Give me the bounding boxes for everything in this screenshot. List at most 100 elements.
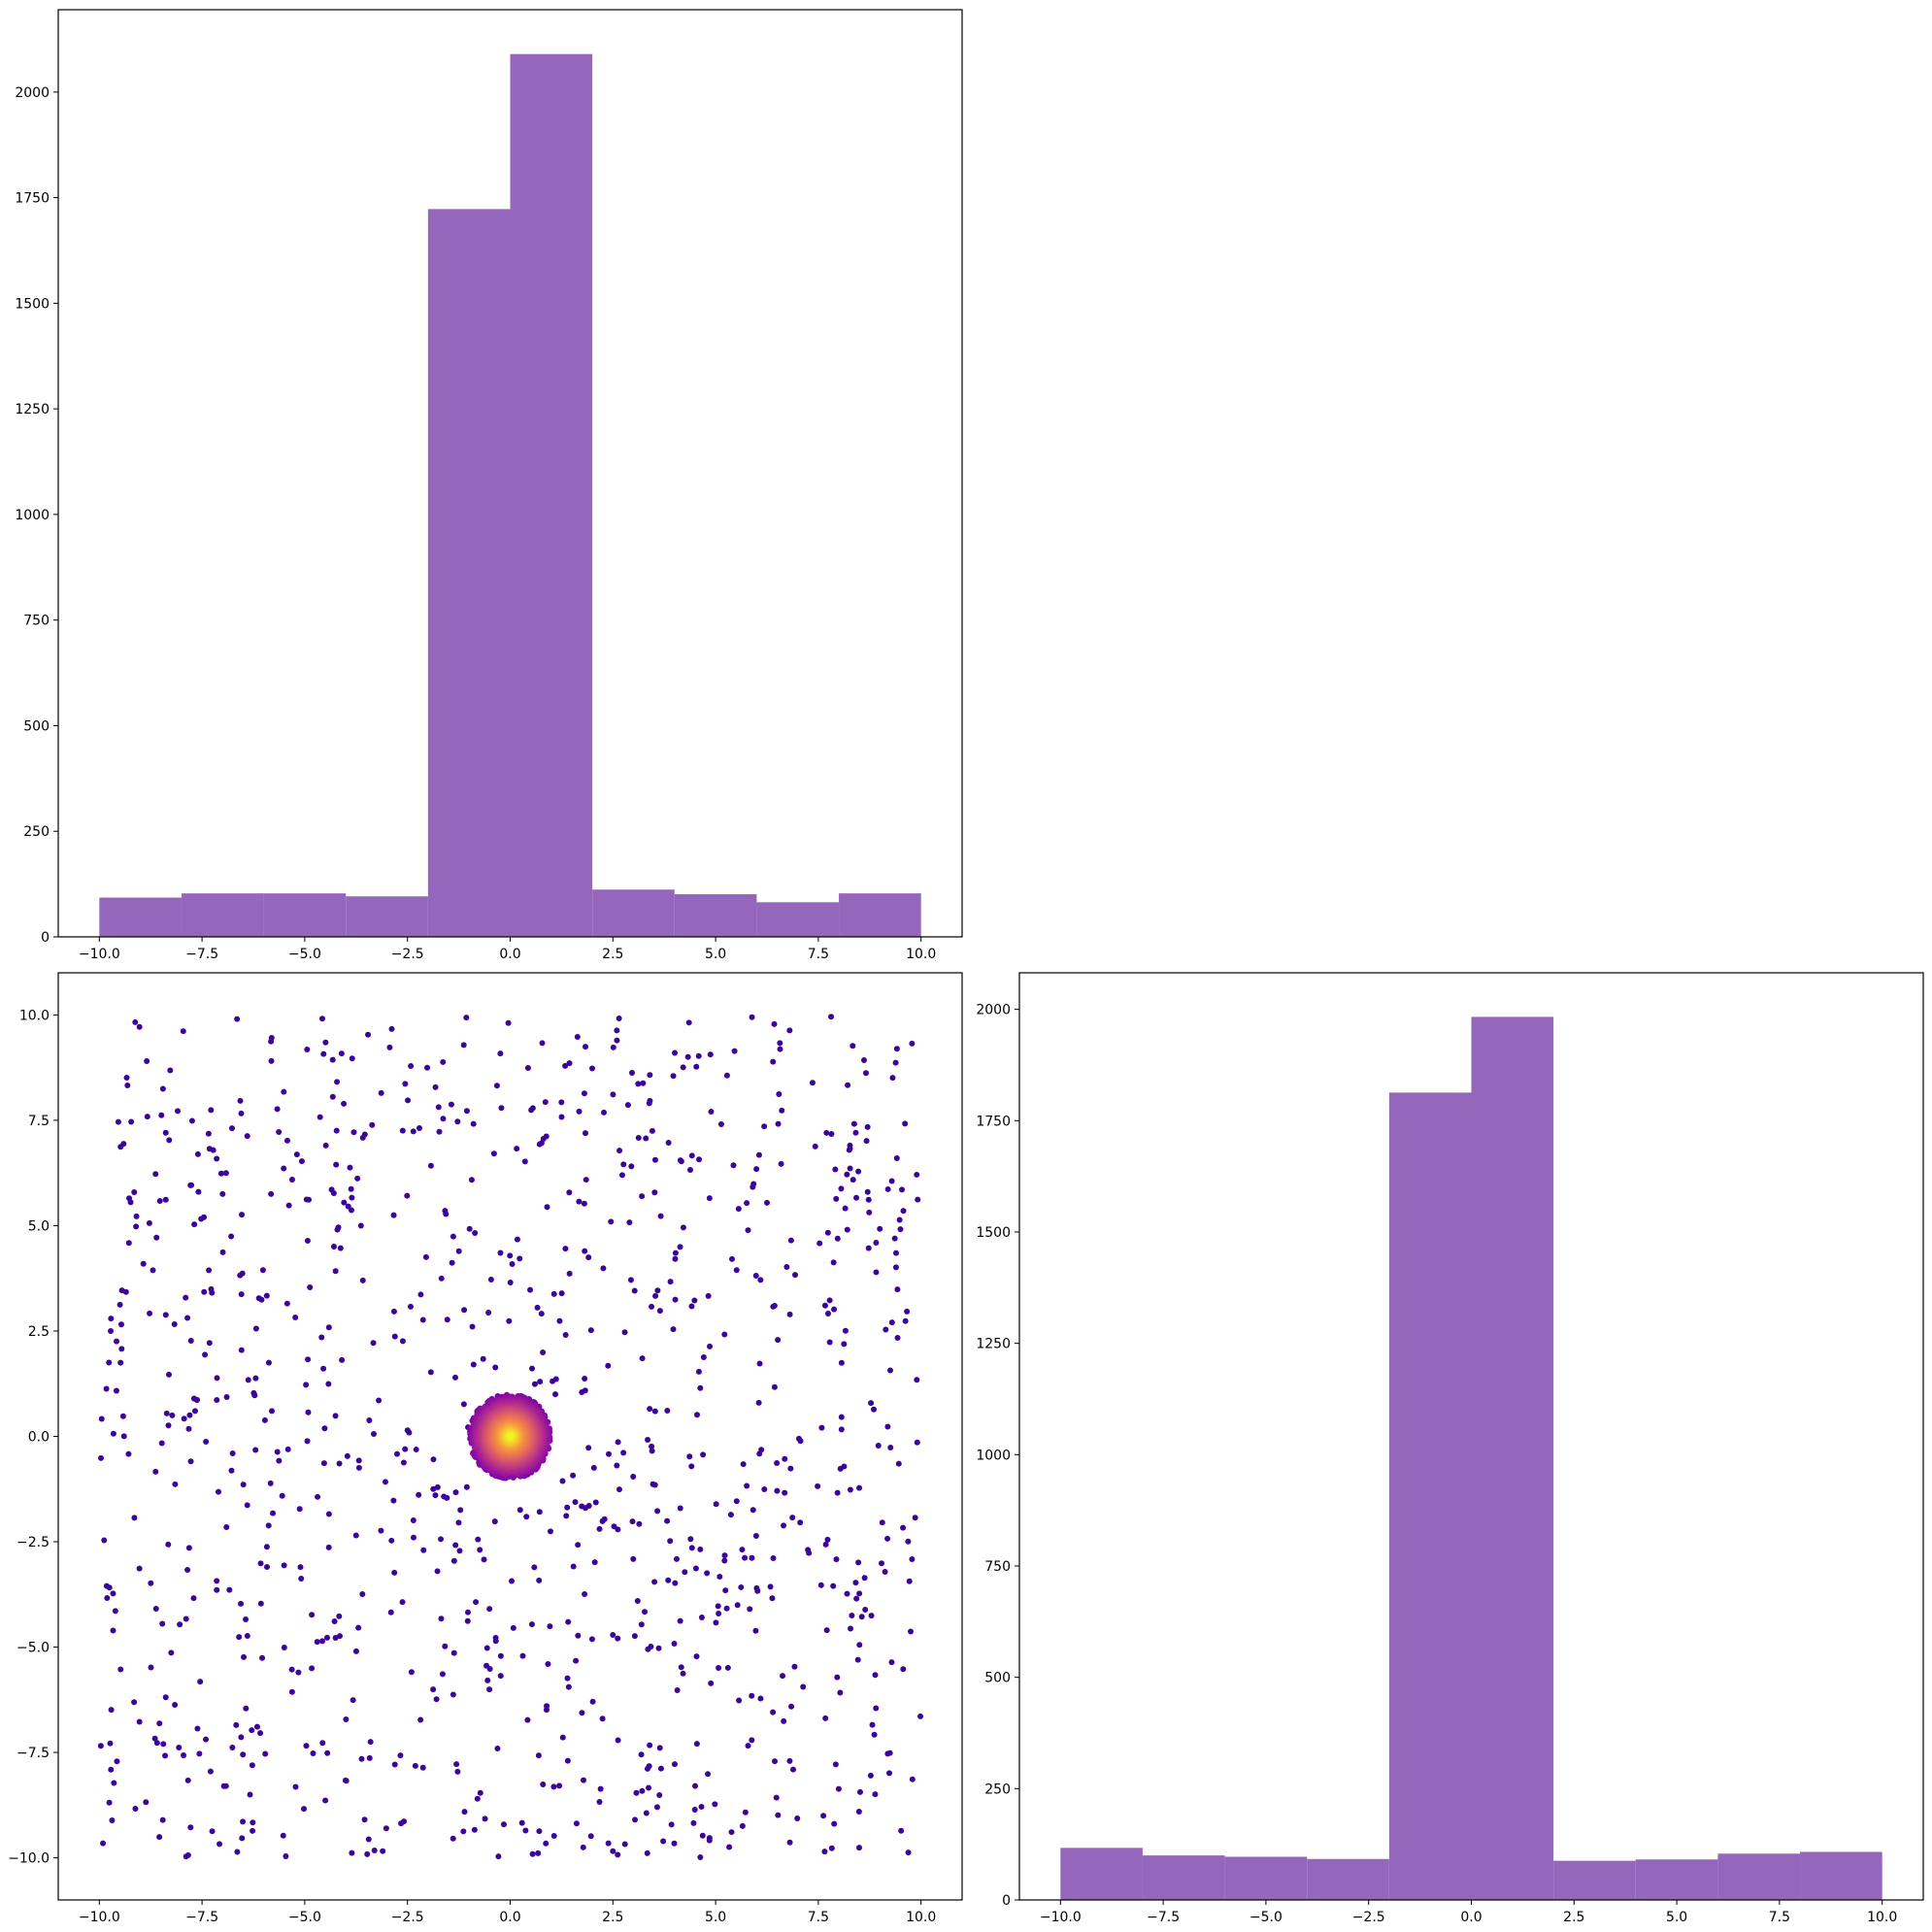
scatter-point <box>812 1143 818 1149</box>
scatter-point <box>902 1120 909 1127</box>
scatter-point <box>485 1309 492 1316</box>
scatter-point <box>162 1752 169 1759</box>
scatter-point <box>165 1371 172 1378</box>
scatter-point <box>390 1212 397 1218</box>
scatter-point <box>98 1454 105 1461</box>
top-hist-bar <box>592 889 675 937</box>
scatter-point <box>820 1813 827 1819</box>
scatter-point <box>320 1365 327 1372</box>
scatter-point <box>833 1195 840 1202</box>
scatter-point <box>767 1583 774 1590</box>
scatter-point <box>529 1105 536 1112</box>
scatter-point <box>691 1806 698 1813</box>
scatter-point <box>450 1233 456 1240</box>
scatter-point <box>339 1356 346 1363</box>
scatter-point <box>856 1484 863 1491</box>
scatter-point <box>674 1686 681 1693</box>
scatter-point <box>281 1165 287 1172</box>
scatter-point <box>550 1378 556 1384</box>
scatter-point <box>274 1106 281 1113</box>
scatter-point <box>163 1410 170 1416</box>
scatter-point <box>197 1679 204 1685</box>
scatter-point <box>217 1841 223 1848</box>
scatter-point <box>448 1101 454 1108</box>
scatter-point <box>106 1359 113 1366</box>
scatter-point <box>298 1576 305 1582</box>
scatter-point <box>600 1265 607 1272</box>
scatter-point <box>644 1765 650 1772</box>
scatter-point <box>745 1743 751 1749</box>
scatter-point <box>651 1408 658 1415</box>
scatter-point <box>688 1303 695 1310</box>
top-hist-ytick-label: 1000 <box>15 508 50 523</box>
scatter-point <box>100 1840 107 1847</box>
top-hist-bar <box>674 894 757 937</box>
scatter-point <box>832 1761 839 1768</box>
scatter-point <box>117 1666 124 1673</box>
scatter-point <box>585 1445 592 1451</box>
scatter-point <box>860 1057 867 1064</box>
scatter-point <box>156 1198 163 1205</box>
scatter-point <box>329 1093 336 1100</box>
scatter-point <box>133 1213 140 1219</box>
scatter-point <box>670 1073 677 1080</box>
scatter-point <box>366 1754 373 1761</box>
scatter-point <box>761 1486 768 1493</box>
scatter-point <box>364 1850 371 1857</box>
scatter-point <box>444 1316 450 1323</box>
scatter-point <box>562 1062 569 1069</box>
scatter-point <box>705 1292 712 1299</box>
top-hist-bar <box>346 896 428 937</box>
scatter-point <box>243 1616 250 1622</box>
scatter-point <box>570 1563 577 1570</box>
scatter-point <box>906 1578 913 1584</box>
scatter-point <box>341 1199 348 1206</box>
scatter-point <box>667 1279 674 1285</box>
scatter-point <box>831 1306 838 1313</box>
scatter-point <box>824 1311 831 1317</box>
scatter-point <box>834 1489 841 1496</box>
scatter-point <box>786 1839 793 1846</box>
scatter-point <box>545 1661 551 1668</box>
scatter-point <box>559 1734 566 1741</box>
scatter-point <box>716 1664 722 1671</box>
scatter-point <box>108 1707 115 1714</box>
scatter-point <box>410 1516 416 1523</box>
scatter-point <box>671 1840 678 1847</box>
scatter-point <box>621 1329 628 1336</box>
scatter-point <box>615 1851 621 1858</box>
scatter-point <box>257 1600 264 1607</box>
scatter-point <box>497 1673 504 1680</box>
scatter-point <box>366 1416 373 1423</box>
scatter-point <box>651 1189 658 1196</box>
scatter-point <box>579 1503 585 1510</box>
scatter-point <box>736 1697 743 1704</box>
scatter-point <box>892 1264 899 1271</box>
scatter-point <box>688 1463 695 1470</box>
scatter-point <box>427 1162 434 1169</box>
scatter-point <box>226 1586 233 1593</box>
scatter-point <box>268 1057 275 1064</box>
scatter-point <box>834 1235 841 1242</box>
scatter-point <box>900 1666 907 1673</box>
scatter-point <box>734 1602 741 1609</box>
scatter-point <box>621 1841 628 1848</box>
scatter-point <box>184 1777 191 1783</box>
scatter-point <box>654 1287 661 1294</box>
scatter-point <box>583 1044 589 1050</box>
scatter-point <box>848 1625 854 1632</box>
scatter-point <box>110 1627 117 1634</box>
scatter-point <box>627 1277 634 1283</box>
scatter-point <box>668 1821 675 1828</box>
scatter-point <box>838 1414 845 1420</box>
scatter-point <box>582 1376 588 1382</box>
scatter-point <box>131 1699 138 1706</box>
scatter-point <box>724 1664 731 1671</box>
top-hist-bar <box>510 53 593 938</box>
scatter-point <box>824 1536 831 1543</box>
scatter-point <box>491 1518 498 1525</box>
scatter-point <box>786 1311 793 1317</box>
scatter-point <box>878 1560 884 1567</box>
scatter-point <box>505 1019 512 1026</box>
